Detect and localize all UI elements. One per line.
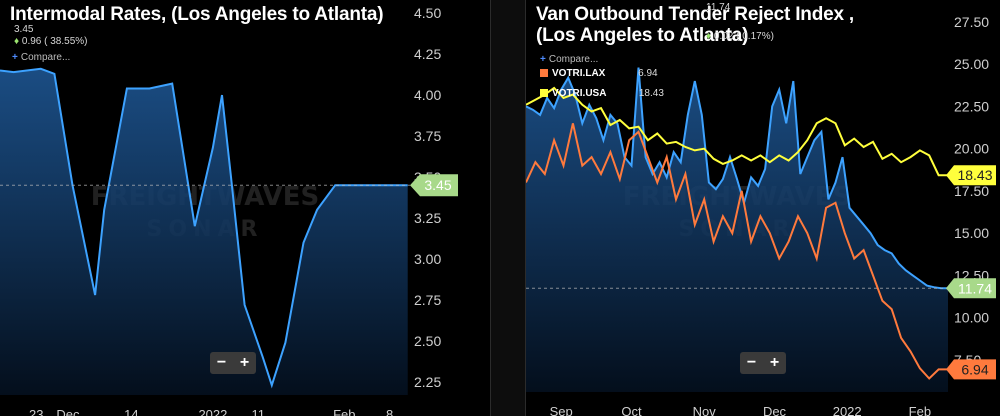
tender-reject-panel: FREIGHTWAVESSONAR27.5025.0022.5020.0017.… xyxy=(526,0,1000,416)
lax-value-tag xyxy=(946,359,996,380)
intermodal-rates-panel: FREIGHTWAVESSONAR4.504.254.003.753.503.2… xyxy=(0,0,490,416)
y-tick-label: 15.00 xyxy=(954,225,989,241)
x-tick-label: Feb xyxy=(333,407,355,416)
panel-divider xyxy=(490,0,526,416)
plus-icon: + xyxy=(12,52,18,63)
legend-name: VOTRI.LAX xyxy=(552,68,606,79)
zoom-out-button[interactable]: − xyxy=(746,354,757,371)
usa-value-tag-label: 18.43 xyxy=(957,167,992,183)
change-value: 0.02 ( 0.17%) xyxy=(713,31,774,42)
diamond-up-icon: ♦ xyxy=(706,31,712,42)
y-tick-label: 3.25 xyxy=(414,210,441,226)
change-row: ♦ 0.02 ( 0.17%) xyxy=(706,31,774,42)
current-value-tag-label: 3.45 xyxy=(424,177,451,193)
index-line xyxy=(526,67,948,290)
chart-title: Van Outbound Tender Reject Index , (Los … xyxy=(536,4,876,46)
y-tick-label: 4.00 xyxy=(414,87,441,103)
legend-swatch xyxy=(540,89,548,97)
y-tick-label: 20.00 xyxy=(954,141,989,157)
x-tick-label: Dec xyxy=(763,404,787,416)
legend-value: 6.94 xyxy=(638,68,658,79)
legend-value: 18.43 xyxy=(638,88,664,99)
plus-icon: + xyxy=(540,54,546,65)
y-tick-label: 17.50 xyxy=(954,183,989,199)
zoom-out-button[interactable]: − xyxy=(216,354,227,371)
current-value: 11.74 xyxy=(706,2,731,13)
y-tick-label: 2.25 xyxy=(414,374,441,390)
legend-item-lax[interactable]: VOTRI.LAX 6.94 xyxy=(540,68,658,79)
zoom-controls: − + xyxy=(210,352,256,374)
x-tick-label: 8 xyxy=(386,407,393,416)
compare-label: Compare... xyxy=(20,52,71,63)
change-row: ♦ 0.96 ( 38.55%) xyxy=(14,36,88,47)
legend-item-usa[interactable]: VOTRI.USA 18.43 xyxy=(540,88,664,99)
y-tick-label: 10.00 xyxy=(954,310,989,326)
y-tick-label: 2.75 xyxy=(414,292,441,308)
y-tick-label: 22.50 xyxy=(954,98,989,114)
chart-title: Intermodal Rates, (Los Angeles to Atlant… xyxy=(10,4,384,25)
y-tick-label: 4.25 xyxy=(414,46,441,62)
y-tick-label: 3.00 xyxy=(414,251,441,267)
zoom-in-button[interactable]: + xyxy=(239,354,250,371)
x-tick-label: 23 xyxy=(29,407,43,416)
compare-label: Compare... xyxy=(548,54,599,65)
x-tick-label: 2022 xyxy=(833,404,862,416)
legend-swatch xyxy=(540,69,548,77)
current-value-tag xyxy=(946,278,996,299)
current-value-tag xyxy=(410,174,458,197)
y-tick-label: 4.50 xyxy=(414,5,441,21)
lax-value-tag-label: 6.94 xyxy=(961,361,988,377)
current-value-tag-label: 11.74 xyxy=(958,280,992,296)
change-value: 0.96 ( 38.55%) xyxy=(21,36,88,47)
y-tick-label: 2.50 xyxy=(414,333,441,349)
zoom-controls: − + xyxy=(740,352,786,374)
x-tick-label: Sep xyxy=(550,404,573,416)
compare-button[interactable]: + Compare... xyxy=(540,54,598,65)
area-fill xyxy=(0,68,408,396)
usa-value-tag xyxy=(946,165,996,186)
x-tick-label: 11 xyxy=(251,407,265,416)
intermodal-rates-chart: FREIGHTWAVESSONAR4.504.254.003.753.503.2… xyxy=(0,5,458,416)
x-tick-label: Nov xyxy=(693,404,717,416)
chart-title-text: Van Outbound Tender Reject Index , (Los … xyxy=(536,4,854,46)
legend-name: VOTRI.USA xyxy=(552,88,607,99)
compare-button[interactable]: + Compare... xyxy=(12,52,70,63)
y-tick-label: 25.00 xyxy=(954,56,989,72)
diamond-up-icon: ♦ xyxy=(14,36,20,47)
zoom-in-button[interactable]: + xyxy=(769,354,780,371)
current-value: 3.45 xyxy=(14,24,34,35)
y-tick-label: 27.50 xyxy=(954,14,989,30)
votri-lax-line xyxy=(526,123,948,380)
x-tick-label: Oct xyxy=(621,404,642,416)
x-tick-label: Dec xyxy=(56,407,80,416)
x-tick-label: 14 xyxy=(124,407,138,416)
y-tick-label: 3.75 xyxy=(414,128,441,144)
x-tick-label: 2022 xyxy=(198,407,227,416)
votri-usa-line xyxy=(526,86,948,177)
x-tick-label: Feb xyxy=(909,404,931,416)
area-fill xyxy=(526,67,948,392)
tender-reject-chart: FREIGHTWAVESSONAR27.5025.0022.5020.0017.… xyxy=(526,14,996,416)
